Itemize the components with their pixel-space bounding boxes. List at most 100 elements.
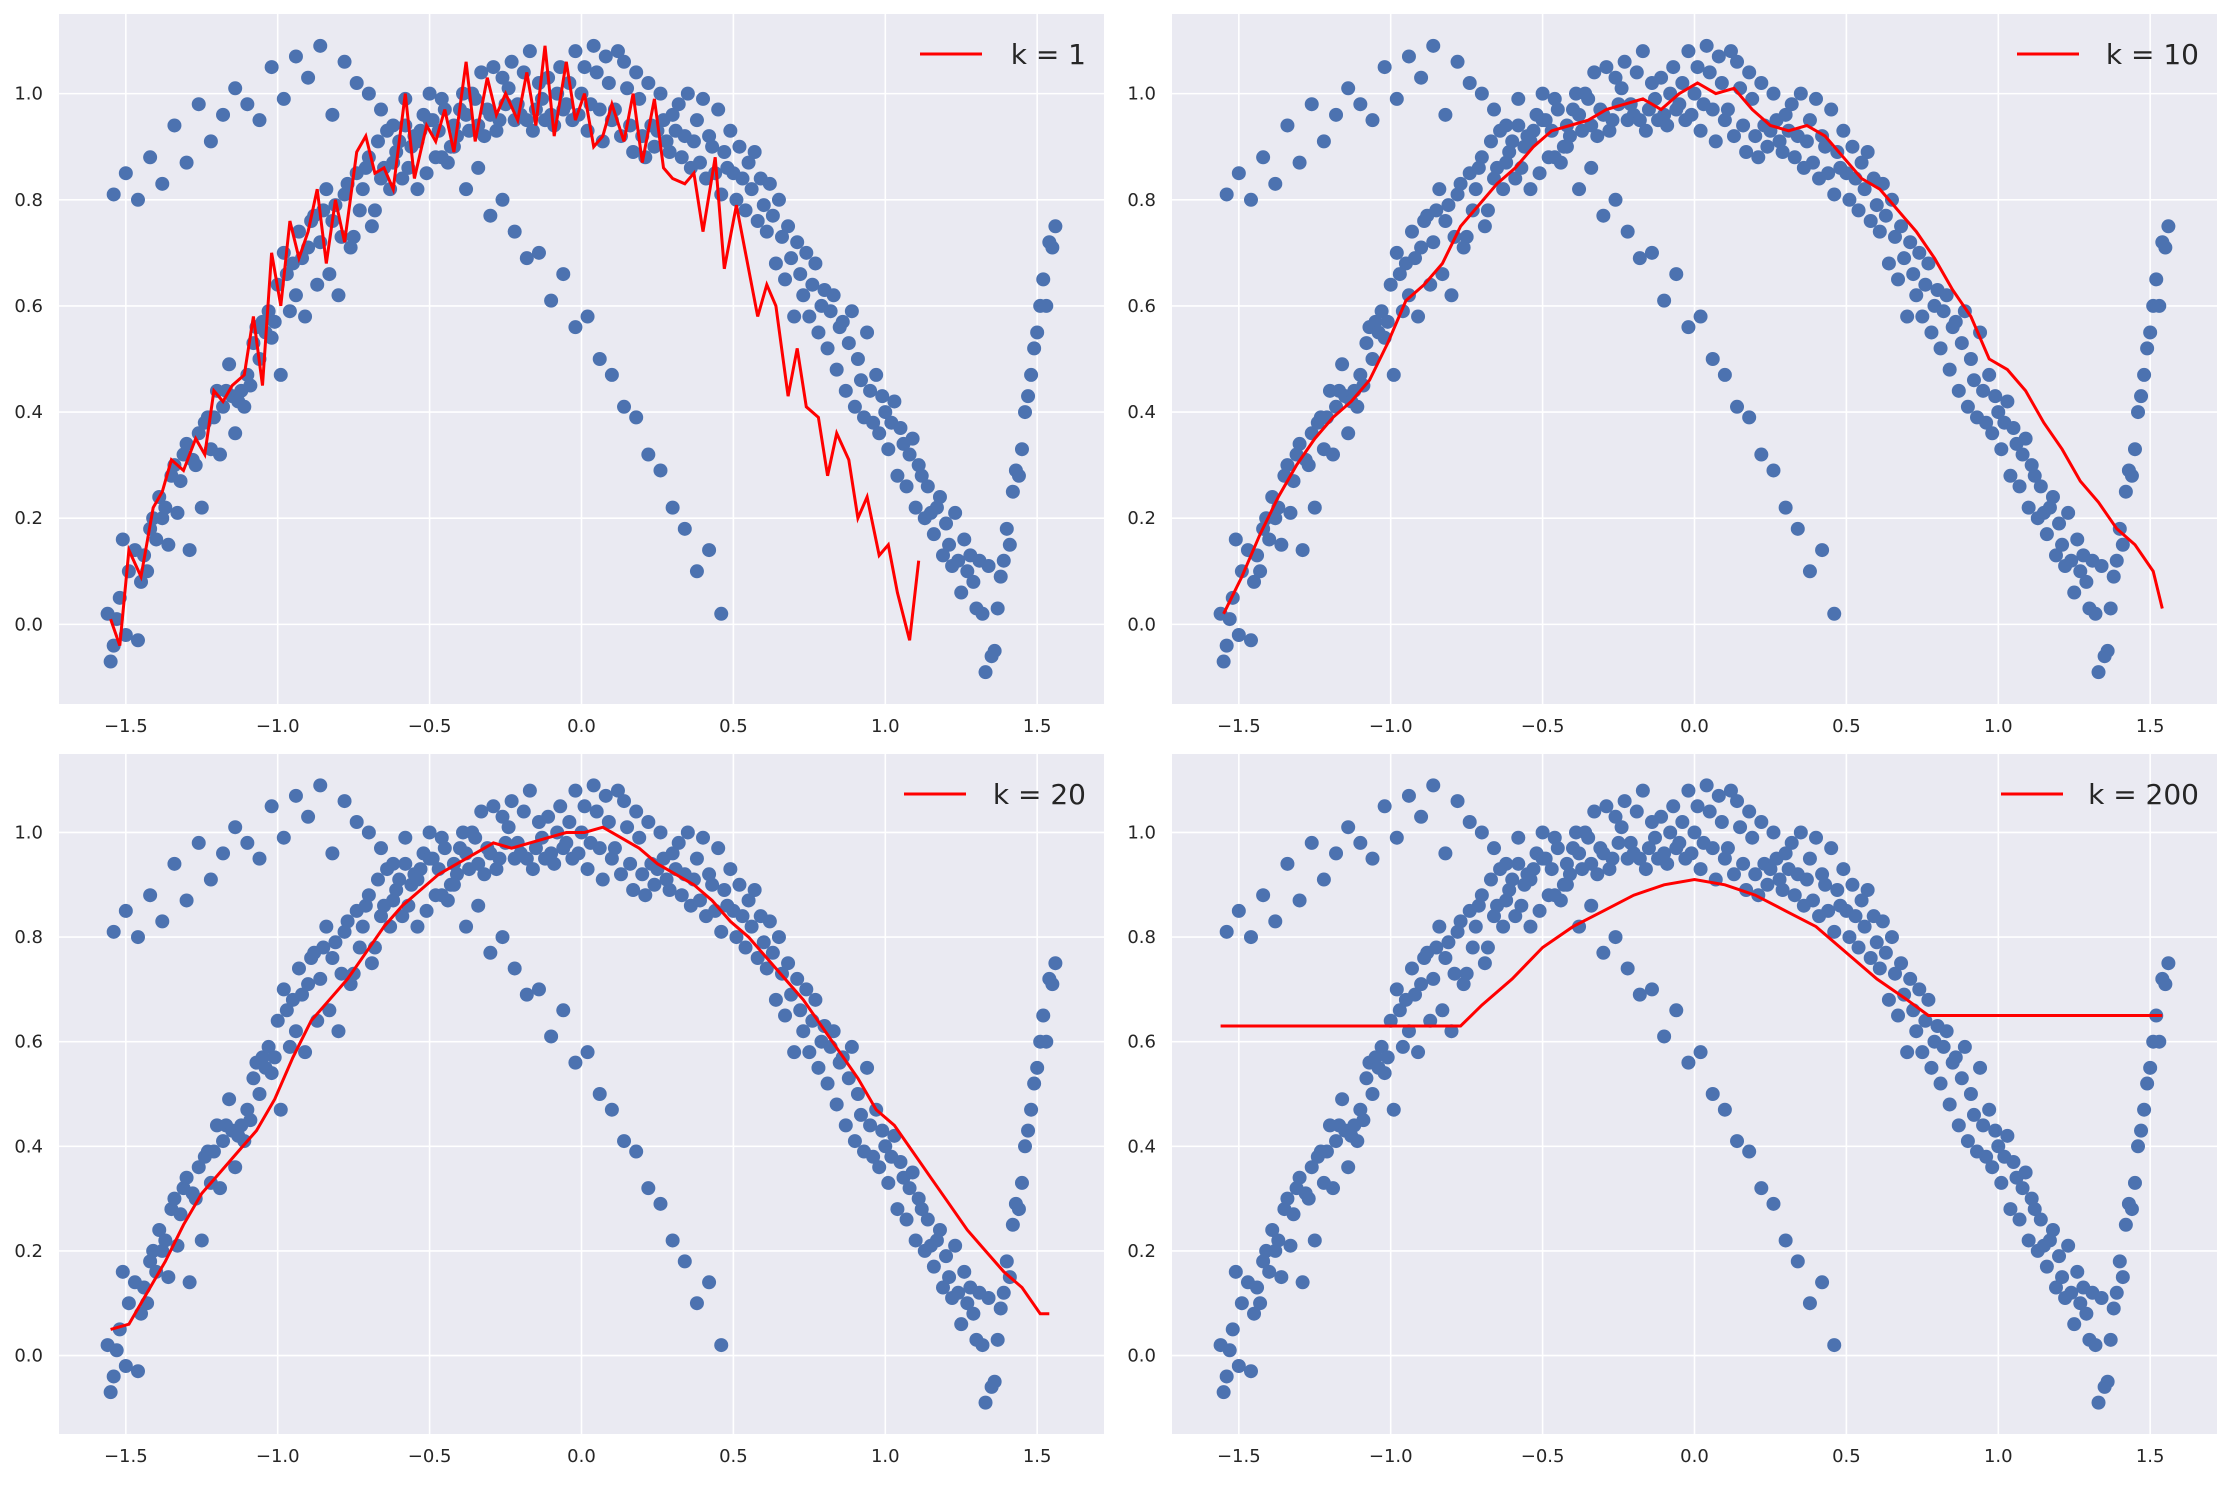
- data-point: [237, 399, 252, 414]
- data-point: [1790, 1254, 1805, 1269]
- data-point: [1894, 219, 1909, 234]
- data-point: [1632, 113, 1647, 128]
- data-point: [674, 150, 689, 165]
- data-point: [252, 851, 267, 866]
- data-point: [774, 229, 789, 244]
- data-point: [1784, 835, 1799, 850]
- data-point: [1684, 846, 1699, 861]
- data-point: [2109, 1285, 2124, 1300]
- data-point: [1857, 919, 1872, 934]
- data-point: [398, 856, 413, 871]
- x-tick-label: 1.0: [871, 716, 900, 737]
- data-point: [291, 224, 306, 239]
- data-point: [483, 945, 498, 960]
- data-point: [1726, 129, 1741, 144]
- data-point: [604, 1102, 619, 1117]
- data-point: [152, 1223, 167, 1237]
- data-point: [1860, 145, 1875, 159]
- data-point: [717, 145, 732, 159]
- data-point: [653, 86, 668, 101]
- data-point: [860, 325, 875, 340]
- data-point: [1894, 956, 1909, 971]
- data-point: [805, 277, 820, 292]
- data-point: [1359, 336, 1374, 351]
- data-point: [1295, 543, 1310, 558]
- data-point: [686, 134, 701, 149]
- data-point: [2161, 956, 2176, 971]
- data-point: [1775, 145, 1790, 159]
- data-point: [1441, 935, 1456, 950]
- data-point: [2106, 1301, 2121, 1316]
- data-point: [1906, 267, 1921, 282]
- data-point: [1426, 235, 1441, 250]
- data-point: [978, 1395, 993, 1410]
- data-point: [374, 171, 389, 186]
- data-point: [2048, 548, 2063, 563]
- data-point: [1891, 1008, 1906, 1023]
- data-point: [155, 176, 170, 191]
- data-point: [617, 399, 632, 414]
- data-point: [1392, 267, 1407, 282]
- data-point: [243, 1113, 258, 1128]
- data-point: [1547, 888, 1562, 903]
- y-tick-label: 0.2: [14, 508, 43, 529]
- data-point: [1319, 1144, 1334, 1159]
- data-point: [1669, 267, 1684, 282]
- data-point: [1799, 872, 1814, 887]
- data-point: [182, 1275, 197, 1290]
- data-point: [960, 1296, 975, 1311]
- data-point: [1666, 60, 1681, 75]
- data-point: [422, 113, 437, 128]
- data-point: [2018, 431, 2033, 446]
- data-point: [1681, 783, 1696, 798]
- data-point: [711, 841, 726, 856]
- data-point: [1262, 1264, 1277, 1279]
- data-point: [395, 171, 410, 186]
- data-point: [1462, 815, 1477, 829]
- data-point: [1805, 893, 1820, 908]
- data-point: [243, 378, 258, 393]
- knn-line: [109, 45, 921, 647]
- data-point: [279, 1003, 294, 1018]
- data-point: [781, 219, 796, 234]
- data-point: [1453, 914, 1468, 929]
- data-point: [1386, 367, 1401, 382]
- data-point: [1280, 856, 1295, 871]
- data-point: [1608, 809, 1623, 824]
- y-tick-label: 0.0: [14, 1346, 43, 1367]
- data-point: [1681, 320, 1696, 335]
- data-point: [2149, 272, 2164, 287]
- data-point: [586, 38, 601, 53]
- data-point: [823, 304, 838, 319]
- data-point: [282, 304, 297, 319]
- data-point: [1748, 129, 1763, 144]
- data-point: [756, 198, 771, 213]
- data-point: [595, 134, 610, 149]
- data-point: [1976, 1118, 1991, 1133]
- data-point: [632, 830, 647, 845]
- data-point: [340, 914, 355, 929]
- data-point: [586, 778, 601, 793]
- data-point: [1280, 458, 1295, 473]
- data-point: [2079, 574, 2094, 589]
- data-point: [793, 1003, 808, 1018]
- data-point: [1547, 150, 1562, 165]
- data-point: [620, 81, 635, 96]
- data-point: [875, 389, 890, 404]
- data-point: [562, 815, 577, 829]
- data-point: [1723, 44, 1738, 59]
- data-point: [1912, 982, 1927, 997]
- data-point: [592, 102, 607, 117]
- data-point: [349, 815, 364, 829]
- data-point: [370, 872, 385, 887]
- data-point: [1477, 956, 1492, 971]
- data-point: [143, 888, 158, 903]
- data-point: [1508, 171, 1523, 186]
- data-point: [468, 830, 483, 845]
- data-point: [216, 399, 231, 414]
- data-point: [1401, 788, 1416, 803]
- data-point: [1766, 825, 1781, 840]
- data-point: [1809, 830, 1824, 845]
- data-point: [556, 267, 571, 282]
- data-point: [1380, 314, 1395, 329]
